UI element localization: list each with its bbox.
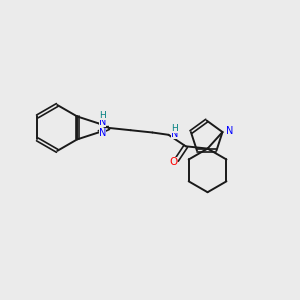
Text: H: H: [171, 124, 178, 133]
Text: N: N: [226, 127, 233, 136]
Text: N: N: [171, 129, 178, 139]
Text: H: H: [99, 111, 106, 120]
Text: O: O: [169, 157, 177, 167]
Text: N: N: [99, 128, 106, 139]
Text: N: N: [99, 117, 106, 128]
